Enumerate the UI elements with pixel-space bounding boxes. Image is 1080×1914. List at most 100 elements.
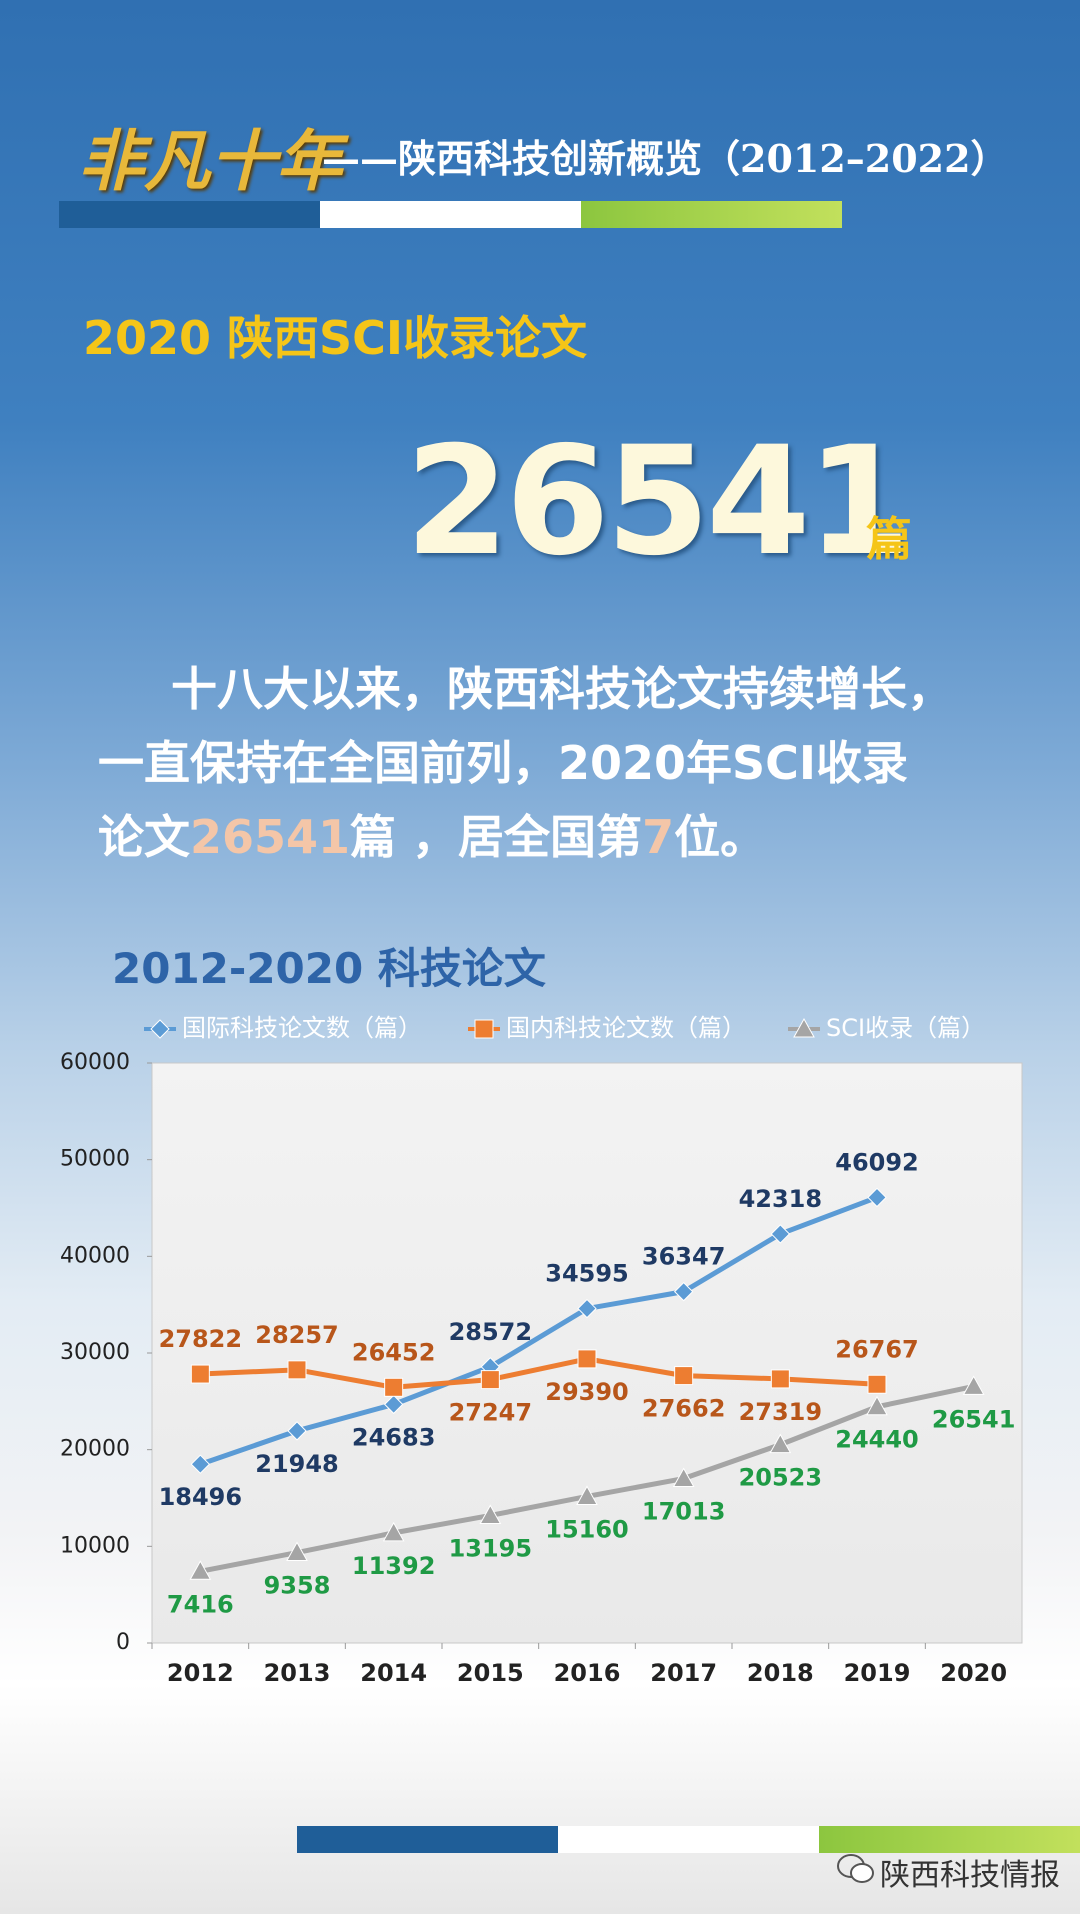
data-label: 27319 <box>739 1398 823 1426</box>
stripe <box>558 1826 819 1853</box>
x-tick-label: 2014 <box>360 1659 427 1687</box>
marker <box>287 1421 307 1441</box>
marker <box>479 1504 502 1524</box>
y-tick-label: 0 <box>116 1630 130 1655</box>
wechat-icon <box>837 1854 874 1883</box>
data-label: 17013 <box>642 1498 726 1526</box>
marker <box>382 1521 405 1542</box>
data-label: 15160 <box>545 1515 629 1543</box>
marker <box>480 1370 500 1390</box>
chart: 0 10000 20000 30000 40000 50000 60000 2012 2013 2… <box>60 1014 1023 1687</box>
footer-source: 陕西科技情报 <box>880 1858 1060 1893</box>
x-tick-label: 2016 <box>554 1659 621 1687</box>
legend-label: SCI收录（篇） <box>826 1014 985 1042</box>
series-line <box>200 1356 878 1390</box>
data-label: 42318 <box>739 1185 823 1213</box>
data-label: 46092 <box>835 1148 919 1176</box>
line: 论文26541篇 ，居全国第7位。 <box>98 800 953 874</box>
line: 十八大以来，陕西科技论文持续增长， <box>98 652 953 726</box>
heading: 2020 陕西SCI收录论文 <box>83 311 588 365</box>
paragraph: 十八大以来，陕西科技论文持续增长， 一直保持在全国前列，2020年SCI收录 论… <box>98 652 953 874</box>
text: 一直保持在全国前列，2020年SCI收录 <box>98 736 909 790</box>
data-label: 24683 <box>352 1423 436 1451</box>
marker <box>866 1395 888 1416</box>
stripe <box>320 201 581 228</box>
x-tick-label: 2019 <box>844 1659 911 1687</box>
text: 篇 ，居全国第 <box>350 810 643 864</box>
data-label: 36347 <box>642 1243 726 1271</box>
marker <box>867 1187 887 1208</box>
data-label: 26767 <box>835 1335 919 1363</box>
text: 十八大以来，陕西科技论文持续增长， <box>171 662 953 716</box>
data-label: 34595 <box>545 1260 629 1288</box>
big-number: 26541 <box>405 415 911 589</box>
data-label: 20523 <box>739 1464 823 1492</box>
data-label: 11392 <box>352 1552 436 1580</box>
stripe <box>581 201 842 228</box>
header-title: ——陕西科技创新概览（2012–2022） <box>322 136 1009 181</box>
highlight: 7 <box>642 810 675 864</box>
marker <box>576 1485 598 1505</box>
marker <box>672 1467 695 1488</box>
text: 位。 <box>674 810 767 864</box>
marker <box>867 1374 887 1394</box>
marker <box>577 1349 597 1369</box>
data-label: 27822 <box>159 1325 243 1353</box>
marker <box>474 1019 494 1039</box>
x-tick-label: 2012 <box>167 1659 234 1687</box>
highlight: 26541 <box>190 810 351 864</box>
x-tick-label: 2018 <box>747 1659 814 1687</box>
chart-title: 2012-2020 科技论文 <box>112 944 546 993</box>
marker <box>673 1281 694 1302</box>
brand: 非凡十年 <box>78 122 342 200</box>
y-tick-label: 60000 <box>60 1050 130 1075</box>
legend-label: 国际科技论文数（篇） <box>182 1014 422 1042</box>
y-tick-label: 30000 <box>60 1340 130 1365</box>
series-line <box>199 1195 878 1467</box>
stripe <box>297 1826 558 1853</box>
data-label: 21948 <box>255 1450 339 1478</box>
legend-label: 国内科技论文数（篇） <box>506 1014 746 1042</box>
stripe <box>819 1826 1080 1853</box>
y-tick-label: 50000 <box>60 1147 130 1172</box>
marker <box>962 1375 985 1395</box>
marker <box>383 1394 404 1415</box>
line: 一直保持在全国前列，2020年SCI收录 <box>98 726 953 800</box>
data-label: 26541 <box>932 1405 1016 1433</box>
marker <box>770 1224 791 1244</box>
text: 论文 <box>98 810 190 864</box>
stripe <box>59 201 320 228</box>
x-tick-label: 2013 <box>264 1659 331 1687</box>
marker <box>286 1541 308 1562</box>
marker <box>793 1017 815 1038</box>
data-label: 27662 <box>642 1395 726 1423</box>
x-tick-label: 2017 <box>650 1659 717 1687</box>
marker <box>770 1369 790 1389</box>
data-label: 28572 <box>449 1318 533 1346</box>
data-label: 9358 <box>264 1572 331 1600</box>
marker <box>190 1454 211 1474</box>
marker <box>150 1019 170 1039</box>
big-number-unit: 篇 <box>866 512 912 566</box>
data-label: 28257 <box>255 1321 339 1349</box>
marker <box>190 1364 210 1384</box>
data-label: 18496 <box>159 1483 243 1511</box>
data-label: 26452 <box>352 1338 436 1366</box>
data-label: 13195 <box>449 1534 533 1562</box>
marker <box>577 1298 597 1319</box>
y-tick-label: 40000 <box>60 1243 130 1268</box>
marker <box>769 1433 792 1454</box>
marker <box>287 1360 307 1380</box>
data-label: 7416 <box>167 1590 234 1618</box>
y-tick-label: 20000 <box>60 1437 130 1462</box>
data-label: 27247 <box>449 1399 533 1427</box>
y-tick-label: 10000 <box>60 1533 130 1558</box>
data-label: 29390 <box>545 1378 629 1406</box>
x-tick-label: 2015 <box>457 1659 524 1687</box>
marker <box>674 1366 694 1386</box>
marker <box>384 1377 404 1397</box>
marker <box>189 1560 212 1580</box>
data-label: 24440 <box>835 1426 919 1454</box>
x-tick-label: 2020 <box>940 1659 1007 1687</box>
